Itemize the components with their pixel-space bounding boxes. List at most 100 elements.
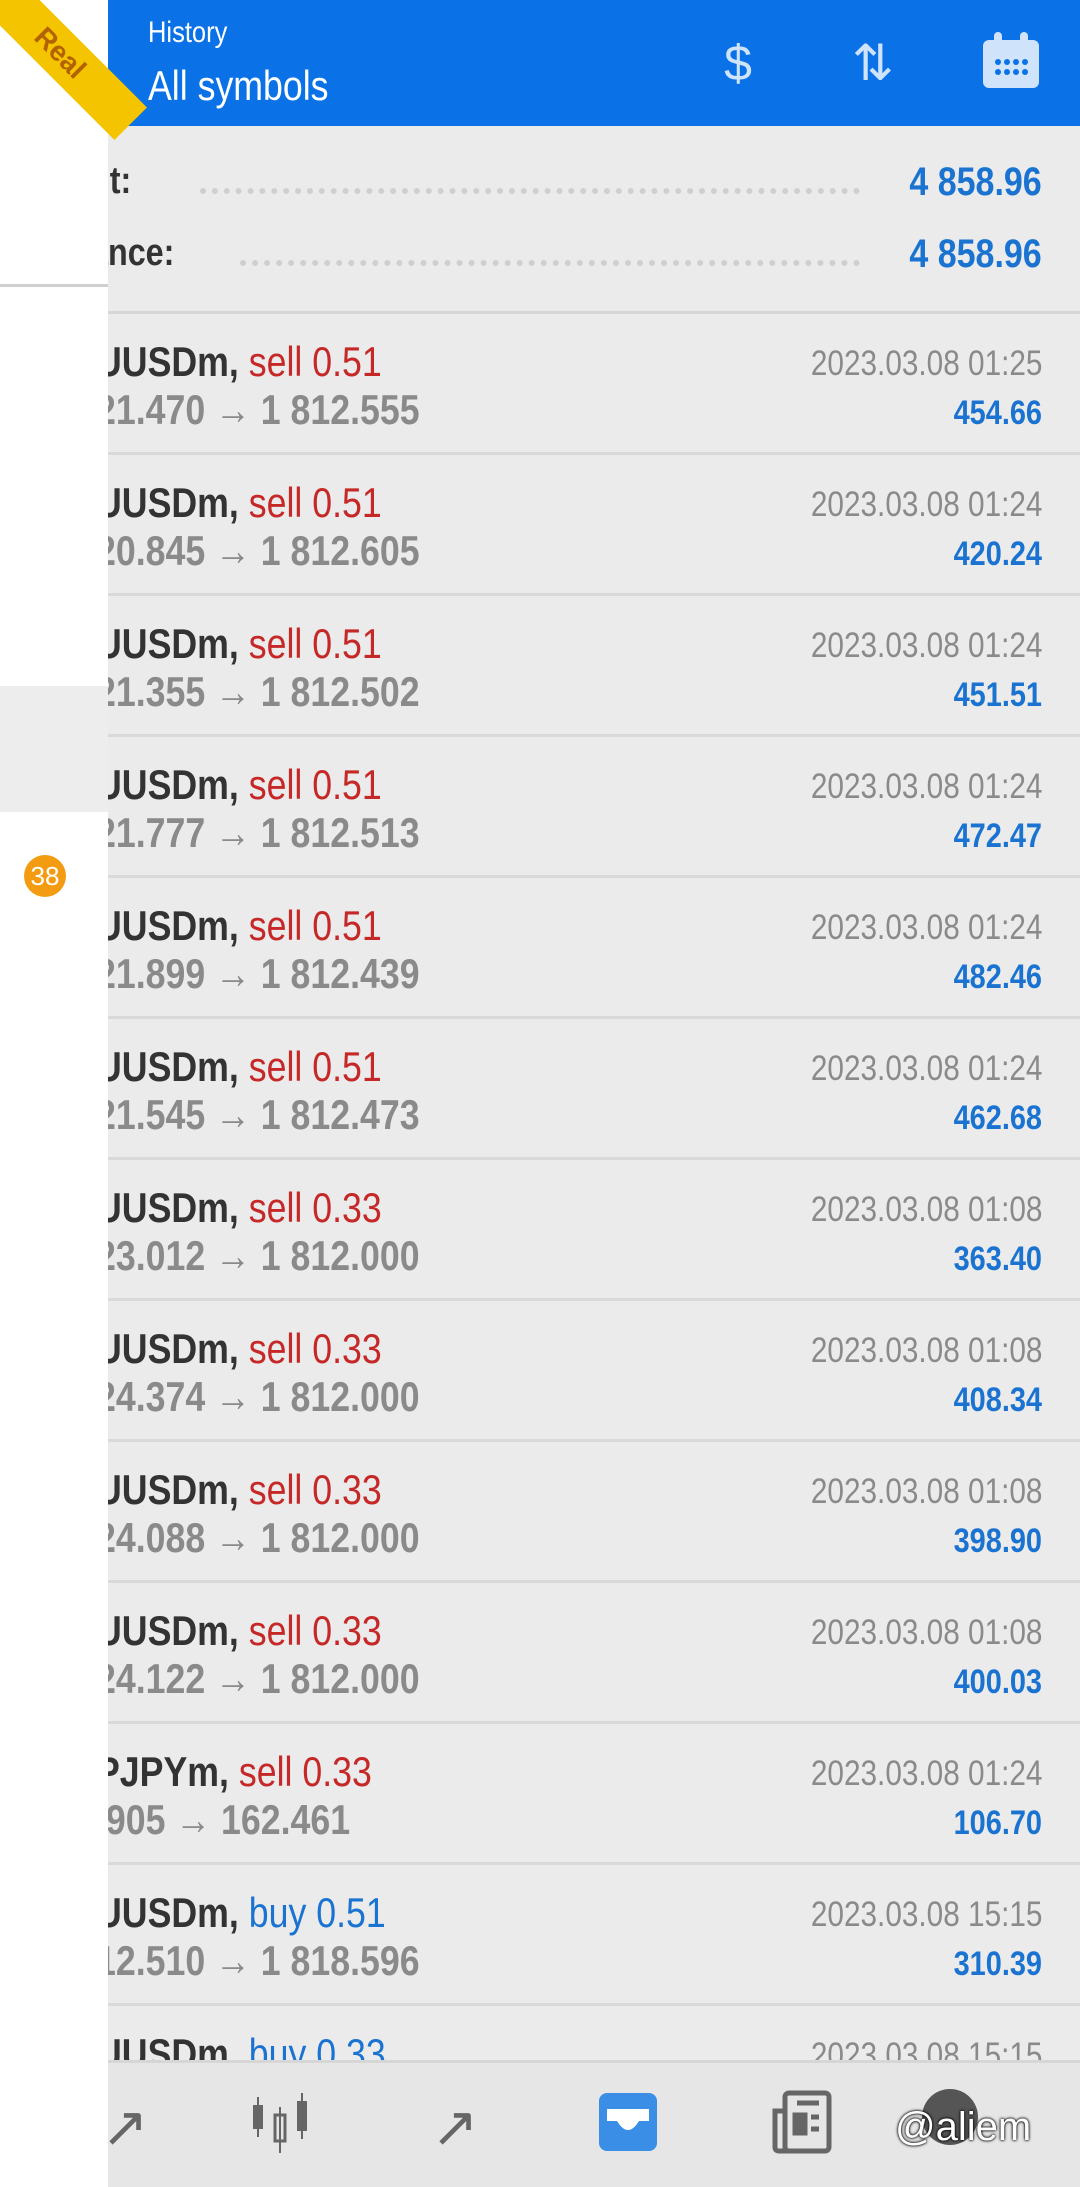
dotted-leader [200, 188, 860, 194]
notification-badge: 38 [24, 855, 66, 897]
chart-icon[interactable] [240, 2087, 320, 2167]
deal-symbol: UUSDm, [96, 479, 239, 526]
profit-row: fit: 4 858.96 [0, 160, 1080, 220]
deal-row[interactable]: UUSDm, sell 0.51 21.545 → 1 812.473 2023… [0, 1019, 1080, 1160]
deal-symbol: UUSDm, [96, 761, 239, 808]
deal-title: UUSDm, buy 0.51 [96, 1889, 386, 1937]
deal-prices: 24.374 → 1 812.000 [96, 1373, 420, 1420]
deals-list[interactable]: UUSDm, sell 0.51 21.470 → 1 812.555 2023… [0, 314, 1080, 2147]
deal-title: UUSDm, sell 0.51 [96, 479, 382, 527]
deal-symbol: UUSDm, [96, 1607, 239, 1654]
chat-icon[interactable] [905, 2087, 985, 2167]
deal-date: 2023.03.08 01:08 [810, 1472, 1042, 1511]
deal-title: PJPYm, sell 0.33 [96, 1748, 372, 1796]
deal-title: UUSDm, sell 0.33 [96, 1184, 382, 1232]
deal-date: 2023.03.08 01:24 [810, 767, 1042, 806]
deal-side-lot: sell 0.33 [248, 1184, 382, 1231]
deal-symbol: PJPYm, [96, 1748, 229, 1795]
deal-symbol: UUSDm, [96, 1325, 239, 1372]
header: History All symbols $ ⇅ [0, 0, 1080, 126]
deal-prices: 20.845 → 1 812.605 [96, 527, 420, 574]
deal-side-lot: sell 0.51 [248, 620, 382, 667]
deal-row[interactable]: UUSDm, sell 0.51 20.845 → 1 812.605 2023… [0, 455, 1080, 596]
deal-row[interactable]: UUSDm, sell 0.51 21.355 → 1 812.502 2023… [0, 596, 1080, 737]
divider [0, 284, 108, 287]
deal-row[interactable]: UUSDm, sell 0.51 21.899 → 1 812.439 2023… [0, 878, 1080, 1019]
deal-date: 2023.03.08 01:08 [810, 1613, 1042, 1652]
deal-row[interactable]: UUSDm, sell 0.33 24.122 → 1 812.000 2023… [0, 1583, 1080, 1724]
deal-date: 2023.03.08 01:24 [810, 626, 1042, 665]
dotted-leader [240, 260, 860, 266]
deal-symbol: UUSDm, [96, 902, 239, 949]
deal-date: 2023.03.08 15:15 [810, 1895, 1042, 1934]
trends-icon[interactable]: ↗ [431, 2095, 479, 2158]
currency-exchange-icon[interactable]: $ [724, 35, 752, 91]
deal-title: UUSDm, sell 0.33 [96, 1466, 382, 1514]
deal-title: UUSDm, sell 0.33 [96, 1325, 382, 1373]
profit-value: 4 858.96 [909, 160, 1042, 204]
trade-icon[interactable]: ↗ [101, 2095, 149, 2158]
deal-prices: 24.088 → 1 812.000 [96, 1514, 420, 1561]
deal-profit: 420.24 [953, 535, 1042, 573]
deal-row[interactable]: UUSDm, sell 0.33 24.088 → 1 812.000 2023… [0, 1442, 1080, 1583]
deal-prices: 21.899 → 1 812.439 [96, 950, 420, 997]
deal-profit: 454.66 [953, 394, 1042, 432]
deal-row[interactable]: UUSDm, sell 0.51 21.470 → 1 812.555 2023… [0, 314, 1080, 455]
deal-profit: 400.03 [953, 1663, 1042, 1701]
deal-side-lot: sell 0.33 [248, 1607, 382, 1654]
deal-profit: 482.46 [953, 958, 1042, 996]
deal-title: UUSDm, sell 0.51 [96, 1043, 382, 1091]
summary: fit: 4 858.96 ance: 4 858.96 [0, 126, 1080, 314]
bottom-nav: ↗ ↗ [0, 2060, 1080, 2187]
deal-title: UUSDm, sell 0.51 [96, 761, 382, 809]
calendar-icon[interactable] [978, 30, 1044, 96]
deal-symbol: UUSDm, [96, 1184, 239, 1231]
deal-title: UUSDm, sell 0.51 [96, 338, 382, 386]
balance-value: 4 858.96 [909, 232, 1042, 276]
deal-side-lot: sell 0.51 [248, 761, 382, 808]
deal-symbol: UUSDm, [96, 1466, 239, 1513]
history-icon[interactable] [588, 2087, 668, 2167]
deal-prices: 21.355 → 1 812.502 [96, 668, 420, 715]
deal-date: 2023.03.08 01:08 [810, 1331, 1042, 1370]
deal-profit: 310.39 [953, 1945, 1042, 1983]
deal-date: 2023.03.08 01:24 [810, 1754, 1042, 1793]
deal-side-lot: sell 0.51 [248, 902, 382, 949]
deal-prices: 12.510 → 1 818.596 [96, 1937, 420, 1984]
deal-symbol: UUSDm, [96, 1043, 239, 1090]
deal-row[interactable]: UUSDm, sell 0.33 23.012 → 1 812.000 2023… [0, 1160, 1080, 1301]
deal-profit: 462.68 [953, 1099, 1042, 1137]
deal-title: UUSDm, sell 0.33 [96, 1607, 382, 1655]
deal-profit: 106.70 [953, 1804, 1042, 1842]
deal-symbol: UUSDm, [96, 1889, 239, 1936]
deal-profit: 363.40 [953, 1240, 1042, 1278]
deal-side-lot: buy 0.51 [248, 1889, 386, 1936]
deal-date: 2023.03.08 01:24 [810, 1049, 1042, 1088]
deal-side-lot: sell 0.51 [248, 338, 382, 385]
deal-side-lot: sell 0.33 [248, 1466, 382, 1513]
deal-profit: 451.51 [953, 676, 1042, 714]
deal-date: 2023.03.08 01:25 [810, 344, 1042, 383]
deal-row[interactable]: UUSDm, sell 0.51 21.777 → 1 812.513 2023… [0, 737, 1080, 878]
deal-symbol: UUSDm, [96, 338, 239, 385]
deal-row[interactable]: UUSDm, buy 0.51 12.510 → 1 818.596 2023.… [0, 1865, 1080, 2006]
drawer-selected-item[interactable] [0, 686, 108, 812]
deal-date: 2023.03.08 01:24 [810, 485, 1042, 524]
deal-title: UUSDm, sell 0.51 [96, 902, 382, 950]
deal-profit: 408.34 [953, 1381, 1042, 1419]
deal-side-lot: sell 0.51 [248, 1043, 382, 1090]
sort-icon[interactable]: ⇅ [852, 35, 894, 91]
news-icon[interactable] [762, 2087, 842, 2167]
deal-symbol: UUSDm, [96, 620, 239, 667]
deal-profit: 472.47 [953, 817, 1042, 855]
header-title[interactable]: All symbols [148, 62, 329, 109]
side-drawer[interactable]: Real 38 [0, 0, 147, 2187]
deal-row[interactable]: PJPYm, sell 0.33 .905 → 162.461 2023.03.… [0, 1724, 1080, 1865]
deal-date: 2023.03.08 01:08 [810, 1190, 1042, 1229]
deal-prices: 21.545 → 1 812.473 [96, 1091, 420, 1138]
deal-prices: 21.777 → 1 812.513 [96, 809, 420, 856]
deal-prices: .905 → 162.461 [96, 1796, 351, 1843]
deal-row[interactable]: UUSDm, sell 0.33 24.374 → 1 812.000 2023… [0, 1301, 1080, 1442]
deal-side-lot: sell 0.33 [238, 1748, 372, 1795]
